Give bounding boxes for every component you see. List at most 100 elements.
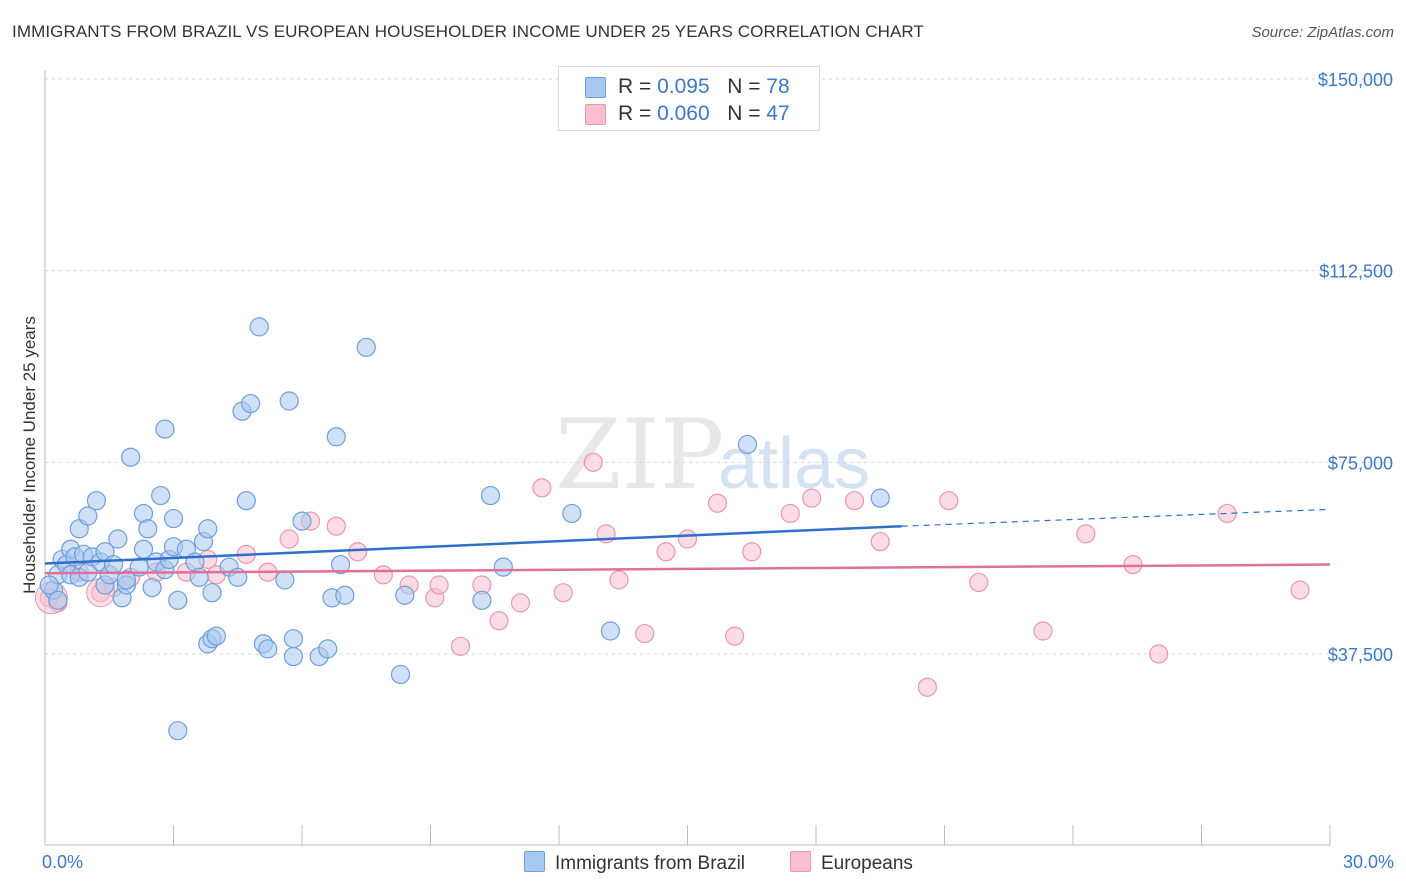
trend-line-brazil <box>44 524 902 565</box>
watermark: ZIP atlas <box>555 399 870 511</box>
y-tick-label-1: $75,000 <box>1328 453 1393 473</box>
europeans-point-31 <box>677 529 698 549</box>
europeans-point-15 <box>348 542 368 562</box>
series-brazil <box>39 317 890 741</box>
legend-item-europeans[interactable]: Europeans <box>790 851 913 875</box>
brazil-point-71 <box>480 485 501 506</box>
brazil-point-33 <box>155 419 175 439</box>
r-label: R = <box>618 102 658 125</box>
brazil-point-28 <box>138 519 158 539</box>
europeans-point-47 <box>1290 580 1310 600</box>
europeans-point-35 <box>780 503 800 524</box>
brazil-point-53 <box>249 317 269 337</box>
chart-title: IMMIGRANTS FROM BRAZIL VS EUROPEAN HOUSE… <box>12 22 924 41</box>
brazil-point-51 <box>236 491 256 511</box>
r-value-brazil: 0.095 <box>657 75 710 98</box>
brazil-point-58 <box>283 646 304 667</box>
y-axis-label: Householder Income Under 25 years <box>20 316 39 594</box>
watermark-atlas: atlas <box>718 424 870 504</box>
brazil-point-29 <box>142 577 162 598</box>
europeans-point-12 <box>279 529 299 549</box>
europeans-point-22 <box>489 611 509 631</box>
brazil-point-68 <box>390 664 411 685</box>
europeans-point-41 <box>969 572 989 593</box>
brazil-point-19 <box>103 554 124 575</box>
brazil-point-52 <box>241 393 261 414</box>
legend-label-brazil: Immigrants from Brazil <box>555 853 746 874</box>
brazil-point-73 <box>562 503 582 524</box>
brazil-point-72 <box>493 557 513 577</box>
europeans-point-42 <box>1033 621 1053 641</box>
brazil-point-76 <box>870 488 890 508</box>
europeans-point-39 <box>917 677 937 697</box>
europeans-point-14 <box>326 516 346 536</box>
trend-line-brazil-extension <box>901 508 1331 527</box>
brazil-swatch <box>585 77 606 98</box>
brazil-point-12 <box>78 506 98 526</box>
europeans-swatch <box>585 104 606 125</box>
europeans-point-40 <box>939 491 959 511</box>
brazil-point-24 <box>121 447 141 467</box>
brazil-point-62 <box>318 639 338 659</box>
brazil-point-47 <box>206 626 226 646</box>
europeans-point-36 <box>802 488 822 508</box>
y-tick-label-3: $150,000 <box>1318 70 1393 90</box>
europeans-point-43 <box>1076 524 1096 544</box>
brazil-point-70 <box>472 590 492 610</box>
r-label: R = <box>618 75 658 98</box>
y-tick-labels: $37,500 $75,000 $112,500 $150,000 <box>1318 70 1393 665</box>
brazil-point-57 <box>279 391 299 411</box>
brazil-point-37 <box>168 721 188 741</box>
europeans-point-19 <box>429 575 449 595</box>
brazil-point-2 <box>48 590 68 610</box>
stats-legend: R = 0.095 N = 78 R = 0.060 N = 47 <box>558 66 820 131</box>
brazil-point-69 <box>395 585 415 605</box>
y-tick-label-2: $112,500 <box>1319 262 1393 282</box>
europeans-point-30 <box>656 542 676 562</box>
europeans-point-45 <box>1149 644 1169 664</box>
brazil-point-60 <box>292 511 312 531</box>
brazil-point-66 <box>335 585 355 605</box>
n-label: N = <box>727 75 767 98</box>
brazil-legend-swatch <box>524 851 545 872</box>
brazil-point-77 <box>39 575 59 595</box>
europeans-point-37 <box>844 491 865 511</box>
europeans-point-23 <box>510 593 531 613</box>
brazil-point-14 <box>86 491 107 511</box>
europeans-point-34 <box>742 542 762 562</box>
r-value-europeans: 0.060 <box>657 102 710 125</box>
n-value-europeans: 47 <box>766 102 790 125</box>
brazil-point-59 <box>283 629 304 649</box>
brazil-point-74 <box>600 621 621 641</box>
europeans-point-25 <box>553 583 573 603</box>
europeans-point-16 <box>373 565 393 585</box>
brazil-point-20 <box>108 529 128 549</box>
legend-item-brazil[interactable]: Immigrants from Brazil <box>524 851 745 875</box>
brazil-point-67 <box>356 337 376 357</box>
trend-lines <box>44 508 1331 575</box>
x-tick-min: 0.0% <box>42 852 84 872</box>
europeans-point-26 <box>583 452 603 472</box>
brazil-point-75 <box>737 434 758 455</box>
europeans-point-29 <box>635 623 655 644</box>
europeans-point-24 <box>532 478 552 498</box>
europeans-point-28 <box>609 570 629 590</box>
x-tick-max: 30.0% <box>1342 852 1394 872</box>
brazil-point-36 <box>163 508 184 529</box>
europeans-point-20 <box>450 636 471 656</box>
watermark-zip: ZIP <box>555 399 724 511</box>
brazil-point-56 <box>275 570 295 590</box>
brazil-point-45 <box>202 583 222 603</box>
europeans-point-32 <box>707 493 728 513</box>
y-tick-label-0: $37,500 <box>1328 645 1393 665</box>
brazil-point-38 <box>168 590 188 610</box>
trend-line-europeans <box>44 563 1331 575</box>
brazil-point-55 <box>258 639 278 659</box>
europeans-point-33 <box>725 626 745 646</box>
europeans-point-44 <box>1123 554 1143 575</box>
brazil-point-31 <box>151 485 171 506</box>
europeans-legend-swatch <box>790 851 811 872</box>
brazil-point-23 <box>116 570 136 590</box>
n-label: N = <box>727 102 767 125</box>
